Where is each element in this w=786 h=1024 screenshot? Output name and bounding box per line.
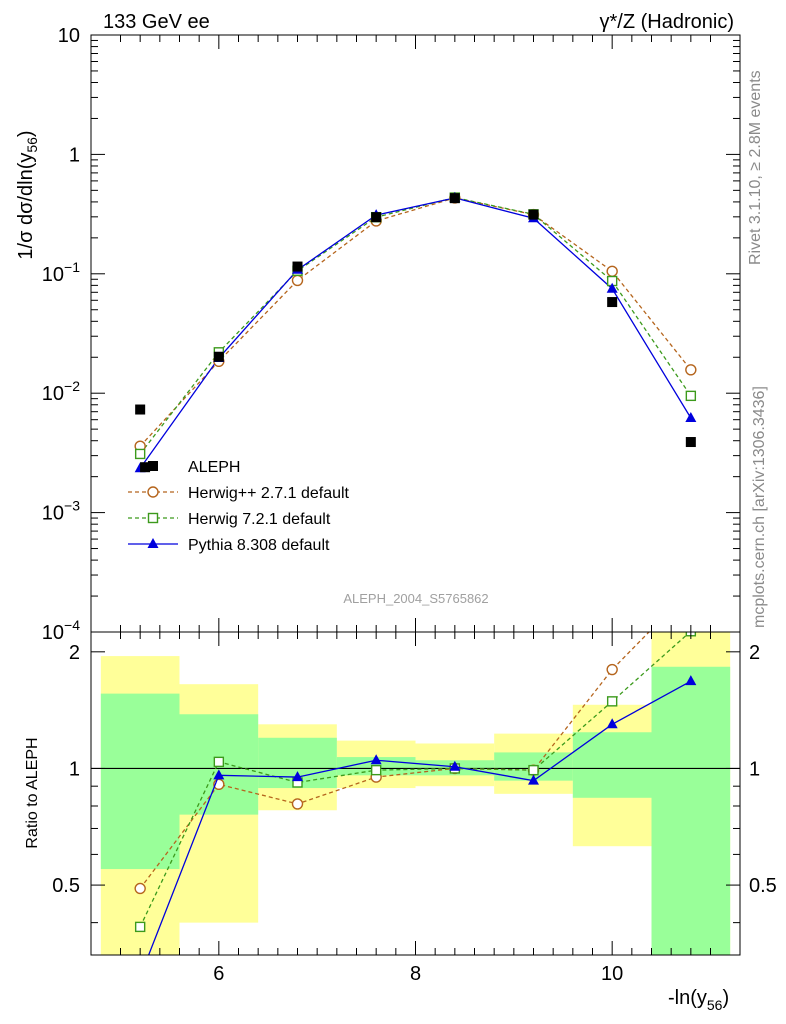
- ratio-point-pythia-3: [370, 754, 382, 765]
- main-point-data-0: [135, 404, 146, 415]
- x-tick-label-10: 10: [601, 963, 623, 985]
- x-tick-label-6: 6: [213, 963, 224, 985]
- y-tick-label-exp: −2: [64, 378, 80, 394]
- legend-label-pythia: Pythia 8.308 default: [188, 537, 330, 554]
- process-label: γ*/Z (Hadronic): [600, 11, 734, 33]
- y-tick-label: 1: [69, 144, 80, 166]
- ratio-y-tick-label-left: 1: [69, 758, 80, 780]
- main-point-pythia-7: [685, 411, 697, 422]
- y-tick-label: 10−1: [42, 259, 80, 286]
- process-symbol: γ*/Z: [600, 11, 636, 33]
- ratio-y-tick-label-right: 1: [749, 758, 760, 780]
- ratio-point-pythia-6: [606, 718, 618, 729]
- main-line-herwig7: [139, 196, 692, 455]
- mcplots-label: mcplots.cern.ch [arXiv:1306.3436]: [751, 386, 768, 628]
- y-tick-label: 10−2: [42, 378, 80, 405]
- y-tick-label-base: 10: [42, 622, 64, 644]
- ratio-point-herwig7-0: [134, 921, 146, 933]
- ratio-point-pythia-2: [292, 771, 303, 782]
- x-axis-title: -ln(y56): [668, 987, 729, 1013]
- y-tick-label: 10−3: [42, 498, 80, 525]
- ratio-point-herwigpp-2: [291, 798, 304, 810]
- main-point-herwigpp-7: [685, 364, 697, 376]
- main-point-data-3: [292, 261, 303, 272]
- ratio-point-herwig7-6: [606, 696, 618, 707]
- legend-marker-data: [148, 461, 158, 471]
- ratio-y-tick-label-left: 0.5: [52, 875, 80, 897]
- ratio-point-pythia-0: [135, 971, 146, 981]
- main-point-herwig7-7: [685, 390, 697, 402]
- main-point-data-8: [685, 437, 696, 448]
- main-point-data-5: [449, 193, 460, 204]
- ratio-y-tick-label-right: 2: [749, 642, 760, 664]
- y-tick-label: 10: [58, 25, 80, 47]
- ratio-line-herwig7: [139, 632, 691, 928]
- y-tick-label-base: 10: [42, 383, 64, 405]
- main-y-axis-title: 1/σ dσ/dln(y56): [15, 130, 40, 259]
- ratio-point-herwigpp-0: [134, 882, 146, 895]
- main-point-data-6: [528, 209, 539, 220]
- ratio-point-pythia-1: [213, 769, 225, 780]
- process-name: (Hadronic): [635, 11, 734, 33]
- legend: ALEPH Herwig++ 2.7.1 default Herwig 7.2.1 …: [128, 459, 350, 554]
- legend-label-data: ALEPH: [188, 459, 240, 476]
- y-tick-label-exp: −1: [64, 259, 80, 275]
- ratio-point-herwigpp-7: [686, 584, 696, 594]
- main-point-herwig7-0: [134, 448, 146, 460]
- main-point-data-1: [140, 462, 151, 473]
- y-tick-label-base: 10: [42, 503, 64, 525]
- y-tick-label-exp: −3: [64, 498, 80, 514]
- ratio-point-herwig7-3: [370, 764, 382, 776]
- legend-marker-herwigpp: [147, 486, 159, 498]
- legend-marker-pythia: [147, 538, 159, 548]
- main-line-herwigpp: [139, 197, 692, 447]
- x-tick-label-8: 8: [410, 963, 421, 985]
- ratio-point-herwigpp-6: [606, 663, 618, 676]
- main-point-pythia-6: [606, 282, 618, 293]
- y-tick-label: 10−4: [42, 617, 80, 644]
- band-inner-6: [572, 732, 652, 798]
- band-inner-7: [651, 666, 731, 955]
- main-point-data-2: [213, 351, 224, 362]
- main-point-herwigpp-6: [606, 265, 618, 277]
- ratio-y-tick-label-left: 2: [69, 642, 80, 664]
- analysis-id-label: ALEPH_2004_S5765862: [343, 591, 488, 606]
- band-inner-0: [100, 693, 180, 870]
- legend-label-herwig7: Herwig 7.2.1 default: [188, 511, 331, 528]
- main-point-data-4: [371, 212, 382, 223]
- ratio-point-pythia-5: [528, 774, 539, 785]
- main-point-herwigpp-2: [291, 274, 304, 287]
- legend-marker-herwig7: [147, 512, 159, 524]
- main-point-data-7: [607, 297, 618, 308]
- ratio-plot-area: [91, 584, 740, 981]
- ratio-point-herwig7-5: [528, 764, 539, 776]
- energy-label: 133 GeV ee: [103, 11, 210, 33]
- main-line-pythia: [139, 197, 692, 469]
- y-tick-label-base: 10: [42, 264, 64, 286]
- ratio-y-axis-title: Ratio to ALEPH: [24, 737, 41, 848]
- ratio-line-pythia: [147, 680, 692, 955]
- ratio-point-pythia-7: [685, 675, 697, 686]
- y-tick-label-exp: −4: [64, 617, 80, 633]
- main-plot-area: [134, 191, 697, 473]
- ratio-point-herwig7-1: [213, 756, 225, 768]
- ratio-point-pythia-4: [449, 760, 461, 771]
- ratio-y-tick-label-right: 0.5: [749, 875, 777, 897]
- legend-label-herwigpp: Herwig++ 2.7.1 default: [188, 485, 350, 502]
- rivet-label: Rivet 3.1.10, ≥ 2.8M events: [747, 70, 764, 265]
